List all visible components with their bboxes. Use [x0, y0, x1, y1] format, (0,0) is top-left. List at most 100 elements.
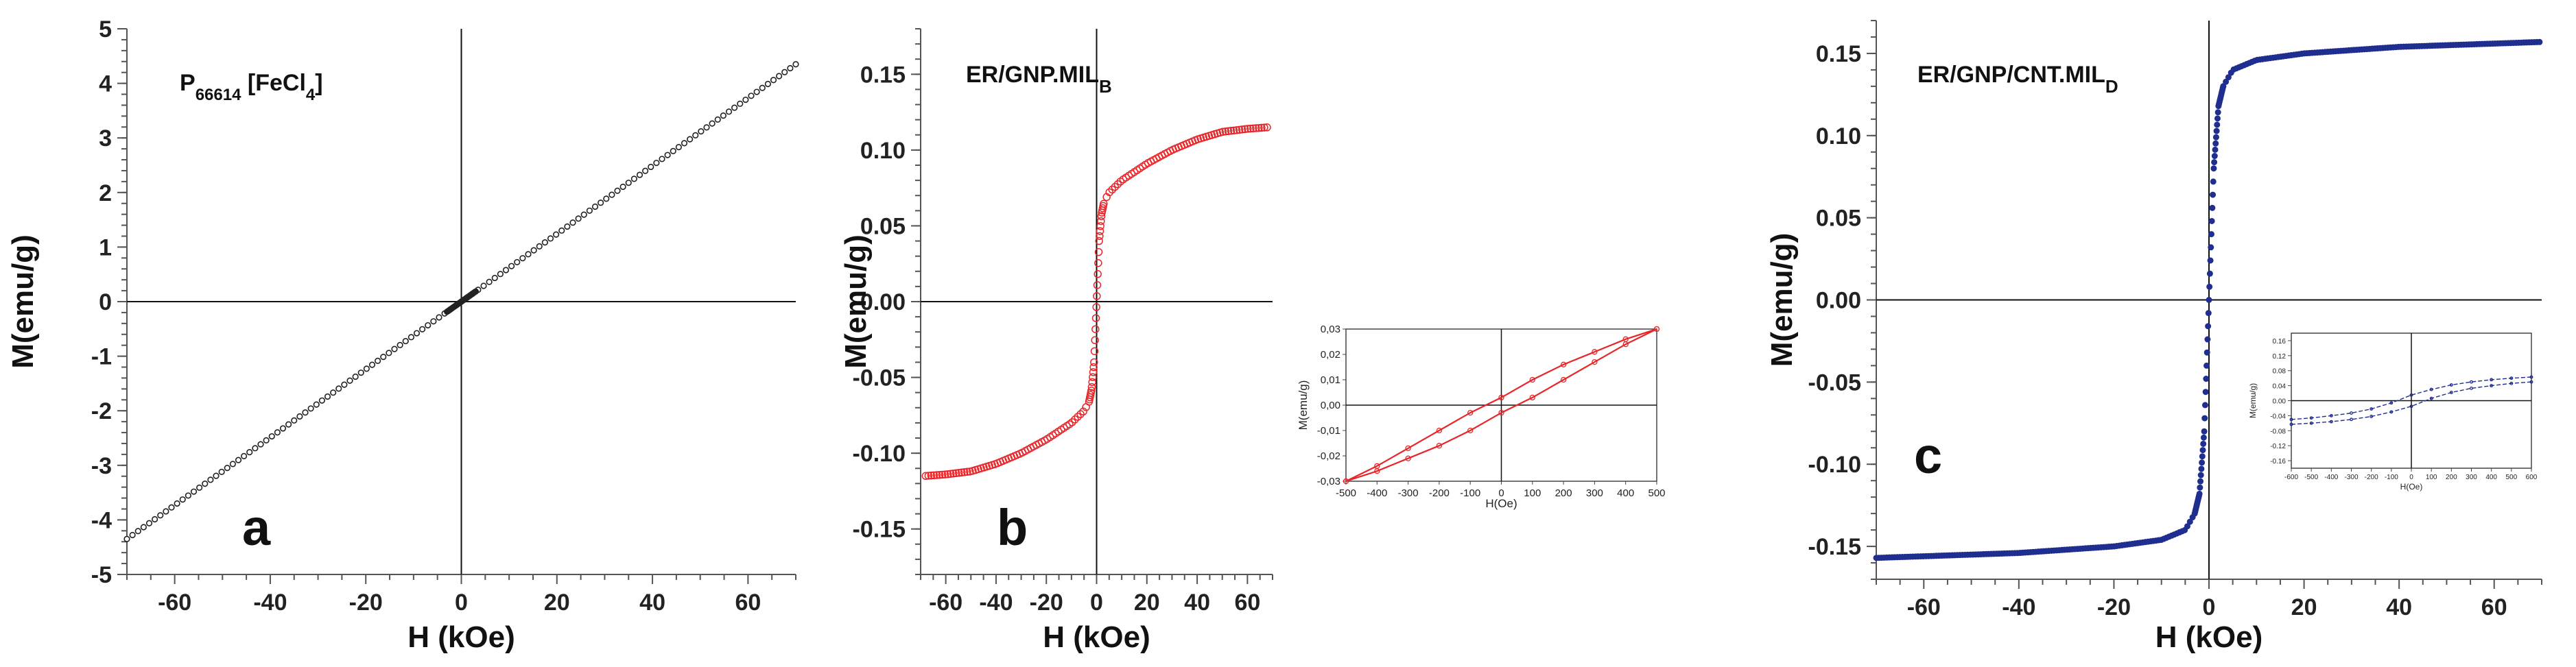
data-point [580, 211, 587, 218]
data-point [748, 93, 755, 99]
data-point [1090, 347, 1099, 356]
inset-x-tick-label: 100 [1524, 487, 1541, 499]
data-point [318, 397, 325, 404]
data-point [598, 199, 604, 206]
data-point [1089, 373, 1097, 381]
inset-plot: -600 -500 -400 -300 -200 -100 0 100 200 300 400 500… [2248, 332, 2538, 492]
inset-x-tick-label: 100 [2426, 474, 2437, 481]
panel-letter-a: a [242, 499, 271, 556]
inset-data-point [1405, 445, 1411, 452]
y-tick-label: -2 [91, 398, 112, 424]
data-point [608, 191, 615, 198]
data-point [491, 274, 498, 282]
x-tick-label: -60 [929, 590, 962, 616]
data-point [1094, 258, 1102, 267]
inset-data-point [2389, 410, 2394, 414]
data-point [1243, 125, 1252, 133]
inset-data-point [1560, 376, 1567, 383]
y-axis-title: M(emu/g) [1765, 233, 1799, 367]
data-point [1257, 123, 1266, 132]
data-point [1089, 368, 1098, 376]
data-point [927, 471, 936, 480]
y-tick-label: 0.05 [1816, 206, 1861, 232]
inset-data-point [2350, 417, 2353, 422]
inset-data-point [2429, 396, 2433, 400]
data-point [213, 472, 220, 479]
data-point [525, 251, 532, 258]
y-tick-label: -1 [91, 344, 112, 370]
data-point [436, 314, 442, 321]
x-axis-title: H (kOe) [2155, 620, 2262, 654]
data-point [1094, 247, 1103, 256]
data-point [2214, 121, 2221, 128]
data-point [145, 520, 153, 526]
x-tick-label: -60 [1907, 594, 1941, 620]
y-tick-label: 0 [99, 289, 112, 315]
data-point [2206, 297, 2212, 303]
inset-data-point [1343, 478, 1349, 485]
data-point [2203, 362, 2210, 369]
data-point [241, 452, 248, 459]
data-point [1229, 126, 1238, 135]
data-point [2206, 283, 2213, 290]
y-tick-label: -0.05 [1808, 369, 1862, 396]
inset-y-tick-label: 0.00 [2273, 398, 2287, 406]
data-point [1227, 127, 1236, 135]
inset-x-tick-label: -400 [1367, 487, 1387, 499]
data-point [2196, 490, 2203, 497]
inset-y-tick-label: -0.16 [2270, 458, 2286, 465]
data-point [202, 481, 209, 487]
data-point [1096, 222, 1104, 230]
inset-data-point [1498, 394, 1504, 401]
data-point [386, 350, 392, 356]
inset-data-point [2509, 376, 2514, 380]
data-point [675, 144, 682, 151]
x-tick-label: 20 [1134, 590, 1160, 616]
x-tick-label: -20 [2097, 594, 2131, 620]
inset-data-point [2449, 391, 2453, 394]
data-point [954, 469, 963, 477]
data-point [586, 207, 593, 214]
panel-c: -60 -40 -20 0 20 40 60-0.15-0.10-0.050.000.050… [1765, 20, 2543, 654]
data-point [430, 318, 437, 325]
data-point [960, 468, 969, 476]
inset-x-tick-label: 500 [1648, 487, 1665, 499]
y-tick-label: -0.10 [853, 441, 906, 467]
data-point [134, 528, 141, 535]
data-point [731, 104, 738, 111]
data-point [285, 421, 292, 428]
inset-x-tick-label: -200 [2365, 474, 2378, 481]
data-point [603, 195, 610, 202]
data-point [2197, 472, 2204, 478]
x-tick-label: 60 [735, 590, 761, 616]
data-point [1096, 227, 1104, 235]
inset-y-tick-label: 0,03 [1321, 324, 1340, 335]
data-point [185, 492, 191, 499]
inset-data-point [2350, 411, 2353, 415]
data-point [949, 469, 958, 478]
data-point [575, 215, 582, 222]
data-point [1097, 217, 1105, 226]
inset-x-tick-label: 300 [1586, 487, 1603, 499]
data-point [341, 381, 348, 388]
data-point [1111, 182, 1119, 191]
y-tick-label: 2 [99, 180, 112, 206]
inset-y-tick-label: 0.12 [2273, 353, 2287, 361]
inset-data-point [2289, 422, 2293, 426]
data-point [224, 465, 231, 472]
data-point [152, 516, 158, 523]
data-point [2214, 115, 2221, 122]
inset-y-tick-label: -0,03 [1317, 476, 1340, 487]
data-point [2209, 204, 2216, 211]
data-point [737, 100, 744, 107]
data-point [2184, 523, 2190, 530]
inset-x-tick-label: 0 [2409, 474, 2413, 481]
inset-data-point [1405, 455, 1411, 461]
inset-y-tick-label: -0,01 [1317, 425, 1340, 437]
data-point [946, 470, 955, 478]
inset-data-point [2289, 417, 2293, 422]
inset-data-point [1653, 326, 1660, 332]
data-point [753, 88, 760, 95]
data-point [502, 267, 510, 274]
data-point [1252, 124, 1260, 132]
